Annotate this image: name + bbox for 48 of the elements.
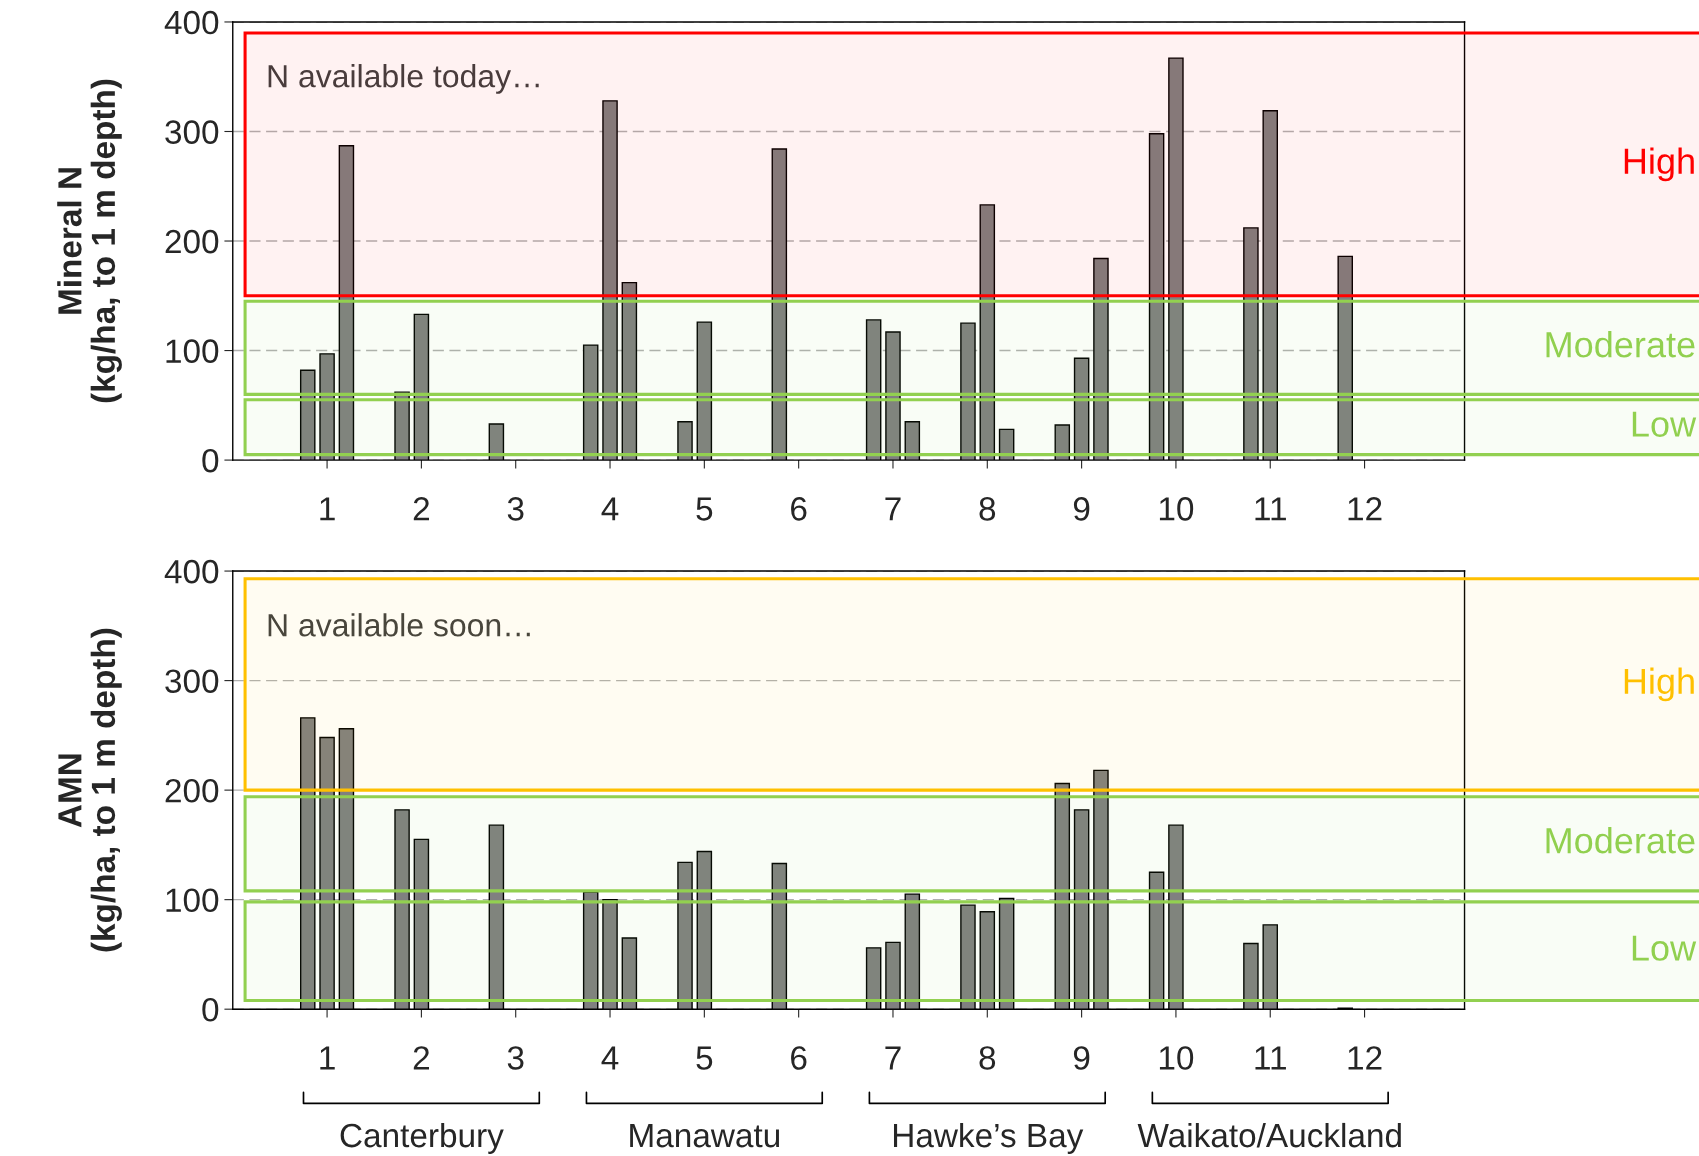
y-tick-label: 100 <box>166 888 219 913</box>
band-label: Moderate <box>1546 330 1695 358</box>
y-tick-label: 200 <box>165 229 219 254</box>
text: Manawatu <box>630 1124 780 1148</box>
x-tick-label: 10 <box>1159 497 1194 521</box>
y-axis-title: AMN (kg/ha, to 1 m depth) <box>58 628 122 952</box>
x-tick-label: 6 <box>791 497 807 521</box>
x-tick-label: 12 <box>1348 497 1382 521</box>
text: Canterbury <box>340 1122 504 1154</box>
x-tick-label: 2 <box>413 497 429 521</box>
x-tick-label: 11 <box>1255 1046 1286 1070</box>
x-tick-label: 1 <box>320 1046 335 1070</box>
y-tick-label: 0 <box>202 997 219 1022</box>
band-label: Low <box>1632 935 1697 961</box>
band-label: High <box>1624 667 1694 702</box>
band-label: Moderate <box>1546 826 1695 854</box>
x-tick-label: 8 <box>979 497 996 521</box>
x-tick-label: 1 <box>320 497 335 521</box>
x-tick-label: 7 <box>885 497 901 521</box>
x-tick-label: 10 <box>1159 1046 1194 1070</box>
annotation: N available soon… <box>268 613 530 637</box>
x-tick-label: 8 <box>979 1046 996 1070</box>
y-tick-label: 300 <box>165 120 219 144</box>
band-label: Low <box>1632 411 1697 437</box>
annotation: N available today… <box>268 64 539 94</box>
y-tick-label: 0 <box>202 448 219 473</box>
band-label: High <box>1624 147 1694 182</box>
y-tick-label: 400 <box>164 559 219 584</box>
y-tick-label: 400 <box>164 10 219 35</box>
x-tick-label: 9 <box>1073 497 1090 521</box>
x-tick-label: 5 <box>696 497 713 521</box>
x-tick-label: 11 <box>1255 497 1286 521</box>
x-tick-label: 12 <box>1348 1046 1382 1070</box>
y-axis-title: Mineral N (kg/ha, to 1 m depth) <box>57 79 122 403</box>
x-tick-label: 7 <box>885 1046 901 1070</box>
y-tick-label: 300 <box>165 669 219 693</box>
x-tick-label: 3 <box>507 1046 524 1070</box>
y-tick-label: 200 <box>165 778 219 803</box>
text: Hawke’s Bay <box>893 1122 1084 1154</box>
x-tick-label: 5 <box>696 1046 713 1070</box>
text: Waikato/Auckland <box>1137 1122 1401 1148</box>
y-tick-label: 100 <box>166 339 219 363</box>
x-tick-label: 3 <box>507 497 524 521</box>
x-tick-label: 4 <box>601 1046 619 1070</box>
x-tick-label: 6 <box>791 1046 807 1070</box>
x-tick-label: 2 <box>413 1046 429 1070</box>
x-tick-label: 9 <box>1073 1046 1090 1070</box>
x-tick-label: 4 <box>601 497 619 521</box>
